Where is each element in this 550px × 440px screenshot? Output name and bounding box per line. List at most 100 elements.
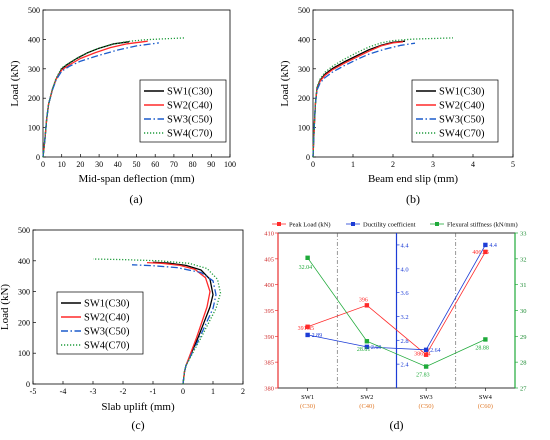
panel-b-x-tick-label: 5 <box>511 160 515 169</box>
panel-d-series-flexural-stiffness-kn-mm-marker <box>483 337 488 342</box>
panel-d-legend-label: Peak Load (kN) <box>289 222 331 229</box>
panel-b-x-axis-label: Beam end slip (mm) <box>368 173 458 185</box>
panel-a-y-tick-label: 300 <box>28 65 40 74</box>
panel-b-y-tick-label: 200 <box>298 94 310 103</box>
panel-a-x-tick-label: 10 <box>58 160 66 169</box>
panel-d-caption: (d) <box>390 418 404 432</box>
panel-c-caption: (c) <box>131 418 144 432</box>
panel-c-series-line-sw3-c50 <box>131 264 217 385</box>
panel-b-legend-label: SW4(C70) <box>439 129 485 140</box>
panel-b-x-tick-label: 3 <box>431 160 435 169</box>
panel-c-series-line-sw1-c30 <box>152 261 214 385</box>
panel-a-x-axis-label: Mid-span deflection (mm) <box>78 173 194 185</box>
panel-d-right-tick-label: 32 <box>520 256 527 263</box>
panel-a-x-tick-label: 70 <box>170 160 178 169</box>
panel-d-legend-label: Ductility coefficient <box>363 222 416 229</box>
panel-b-series-line-sw3-c50 <box>312 42 416 158</box>
panel-a-series-line-sw2-c40 <box>42 40 148 158</box>
panel-b-x-tick-label: 2 <box>391 160 395 169</box>
panel-a-series-line-sw3-c50 <box>42 42 159 158</box>
panel-c-y-tick-label: 400 <box>18 257 30 266</box>
panel-d-series-flexural-stiffness-kn-mm-data-label: 28.81 <box>357 347 371 353</box>
panel-d-right-tick-label: 28 <box>520 360 527 367</box>
panel-b-y-tick-label: 300 <box>298 65 310 74</box>
panel-d-left-tick-label: 395 <box>264 308 274 315</box>
panel-c-legend-label: SW3(C50) <box>84 327 130 338</box>
panel-c-legend-label: SW4(C70) <box>84 341 130 352</box>
panel-d-series-ductility-coefficient-line <box>307 244 486 351</box>
panel-d-category-sublabel: (C60) <box>478 403 493 410</box>
panel-d-series-peak-load-kn-data-label: 386.44 <box>414 352 431 358</box>
panel-d-series-ductility-coefficient-data-label: 2.64 <box>430 348 441 354</box>
panel-d-mid-tick-label: 2.8 <box>401 338 409 345</box>
panel-b-plot-frame <box>312 9 514 158</box>
panel-c-y-tick-label: 200 <box>18 318 30 327</box>
panel-d-legend-marker <box>351 222 355 226</box>
panel-b-series-line-sw4-c70 <box>312 37 454 158</box>
panel-d-right-tick-label: 33 <box>520 231 527 238</box>
panel-b-caption: (b) <box>406 192 420 206</box>
panel-d-series-flexural-stiffness-kn-mm-marker <box>364 339 370 344</box>
panel-d-category-sublabel: (C50) <box>419 403 434 410</box>
panel-a-legend-label: SW1(C30) <box>167 87 213 98</box>
panel-d-series-peak-load-kn-data-label: 391.85 <box>298 326 315 332</box>
panel-a-legend-label: SW4(C70) <box>167 129 213 140</box>
panel-c-x-tick-label: 2 <box>241 387 245 396</box>
panel-b-y-tick-label: 100 <box>298 124 310 133</box>
panel-d-mid-tick-label: 4.4 <box>401 242 410 249</box>
panel-d-series-peak-load-kn-marker <box>483 249 488 255</box>
panel-a-y-tick-label: 0 <box>36 153 40 162</box>
panel-d-legend-marker <box>435 222 439 226</box>
panel-a-x-tick-label: 90 <box>207 160 215 169</box>
panel-d-category-sublabel: (C40) <box>359 403 374 410</box>
panel-c-y-axis-label: Load (kN) <box>0 284 11 330</box>
panel-a-x-tick-label: 0 <box>41 160 45 169</box>
panel-b-y-tick-label: 0 <box>306 153 310 162</box>
panel-d-left-tick-label: 400 <box>264 282 274 289</box>
panel-d-category-label: SW1 <box>301 394 314 401</box>
panel-d-category-label: SW4 <box>479 394 493 401</box>
panel-a-caption: (a) <box>129 192 142 206</box>
panel-d-series-peak-load-kn-line <box>307 251 486 356</box>
panel-a-y-tick-label: 500 <box>28 6 40 15</box>
panel-a-x-tick-label: 20 <box>76 160 84 169</box>
panel-b-legend-label: SW3(C50) <box>439 115 485 126</box>
panel-d-left-tick-label: 390 <box>264 334 274 341</box>
panel-a-series-line-sw1-c30 <box>42 41 130 158</box>
panel-a-x-tick-label: 100 <box>224 160 236 169</box>
panel-a-y-axis-label: Load (kN) <box>9 60 21 106</box>
panel-a-y-tick-label: 100 <box>28 124 40 133</box>
panel-c-y-tick-label: 500 <box>18 226 30 235</box>
panel-c-x-tick-label: 0 <box>181 387 185 396</box>
panel-c-y-tick-label: 0 <box>26 380 30 389</box>
panel-d-left-tick-label: 385 <box>264 360 274 367</box>
panel-d-series-flexural-stiffness-kn-mm-data-label: 32.04 <box>299 265 313 271</box>
panel-b-legend-label: SW2(C40) <box>439 101 485 112</box>
panel-d-series-ductility-coefficient-marker <box>483 242 488 248</box>
panel-d-series-peak-load-kn-data-label: 396 <box>359 297 368 303</box>
panel-d-series-peak-load-kn-marker <box>423 352 429 357</box>
panel-d-left-tick-label: 405 <box>264 256 274 263</box>
panel-c-series-line-sw2-c40 <box>146 261 211 385</box>
panel-c-x-tick-label: -5 <box>30 387 37 396</box>
panel-c-plot-frame <box>32 229 244 385</box>
panel-b-y-tick-label: 500 <box>298 6 310 15</box>
panel-c-x-axis-label: Slab uplift (mm) <box>101 401 175 413</box>
panel-a-legend-label: SW3(C50) <box>167 115 213 126</box>
panel-b-series-line-sw2-c40 <box>312 41 404 158</box>
panel-b-x-tick-label: 4 <box>471 160 475 169</box>
panel-c-x-tick-label: -2 <box>120 387 127 396</box>
panel-b-x-tick-label: 1 <box>351 160 355 169</box>
panel-d-series-peak-load-kn-marker <box>305 324 310 329</box>
panel-d-mid-tick-label: 4.0 <box>401 266 409 273</box>
panel-d-category-label: SW2 <box>360 394 373 401</box>
panel-d-series-flexural-stiffness-kn-mm-marker <box>305 255 310 260</box>
panel-d-legend-marker <box>277 222 281 226</box>
panel-a-legend-label: SW2(C40) <box>167 101 213 112</box>
panel-d-legend-label: Flexural stiffness (kN/mm) <box>447 222 518 229</box>
panel-a-x-tick-label: 60 <box>151 160 159 169</box>
panel-d-mid-tick-label: 3.6 <box>401 290 410 297</box>
panel-d-series-ductility-coefficient-marker <box>305 332 310 338</box>
panel-d-left-tick-label: 410 <box>264 231 274 238</box>
